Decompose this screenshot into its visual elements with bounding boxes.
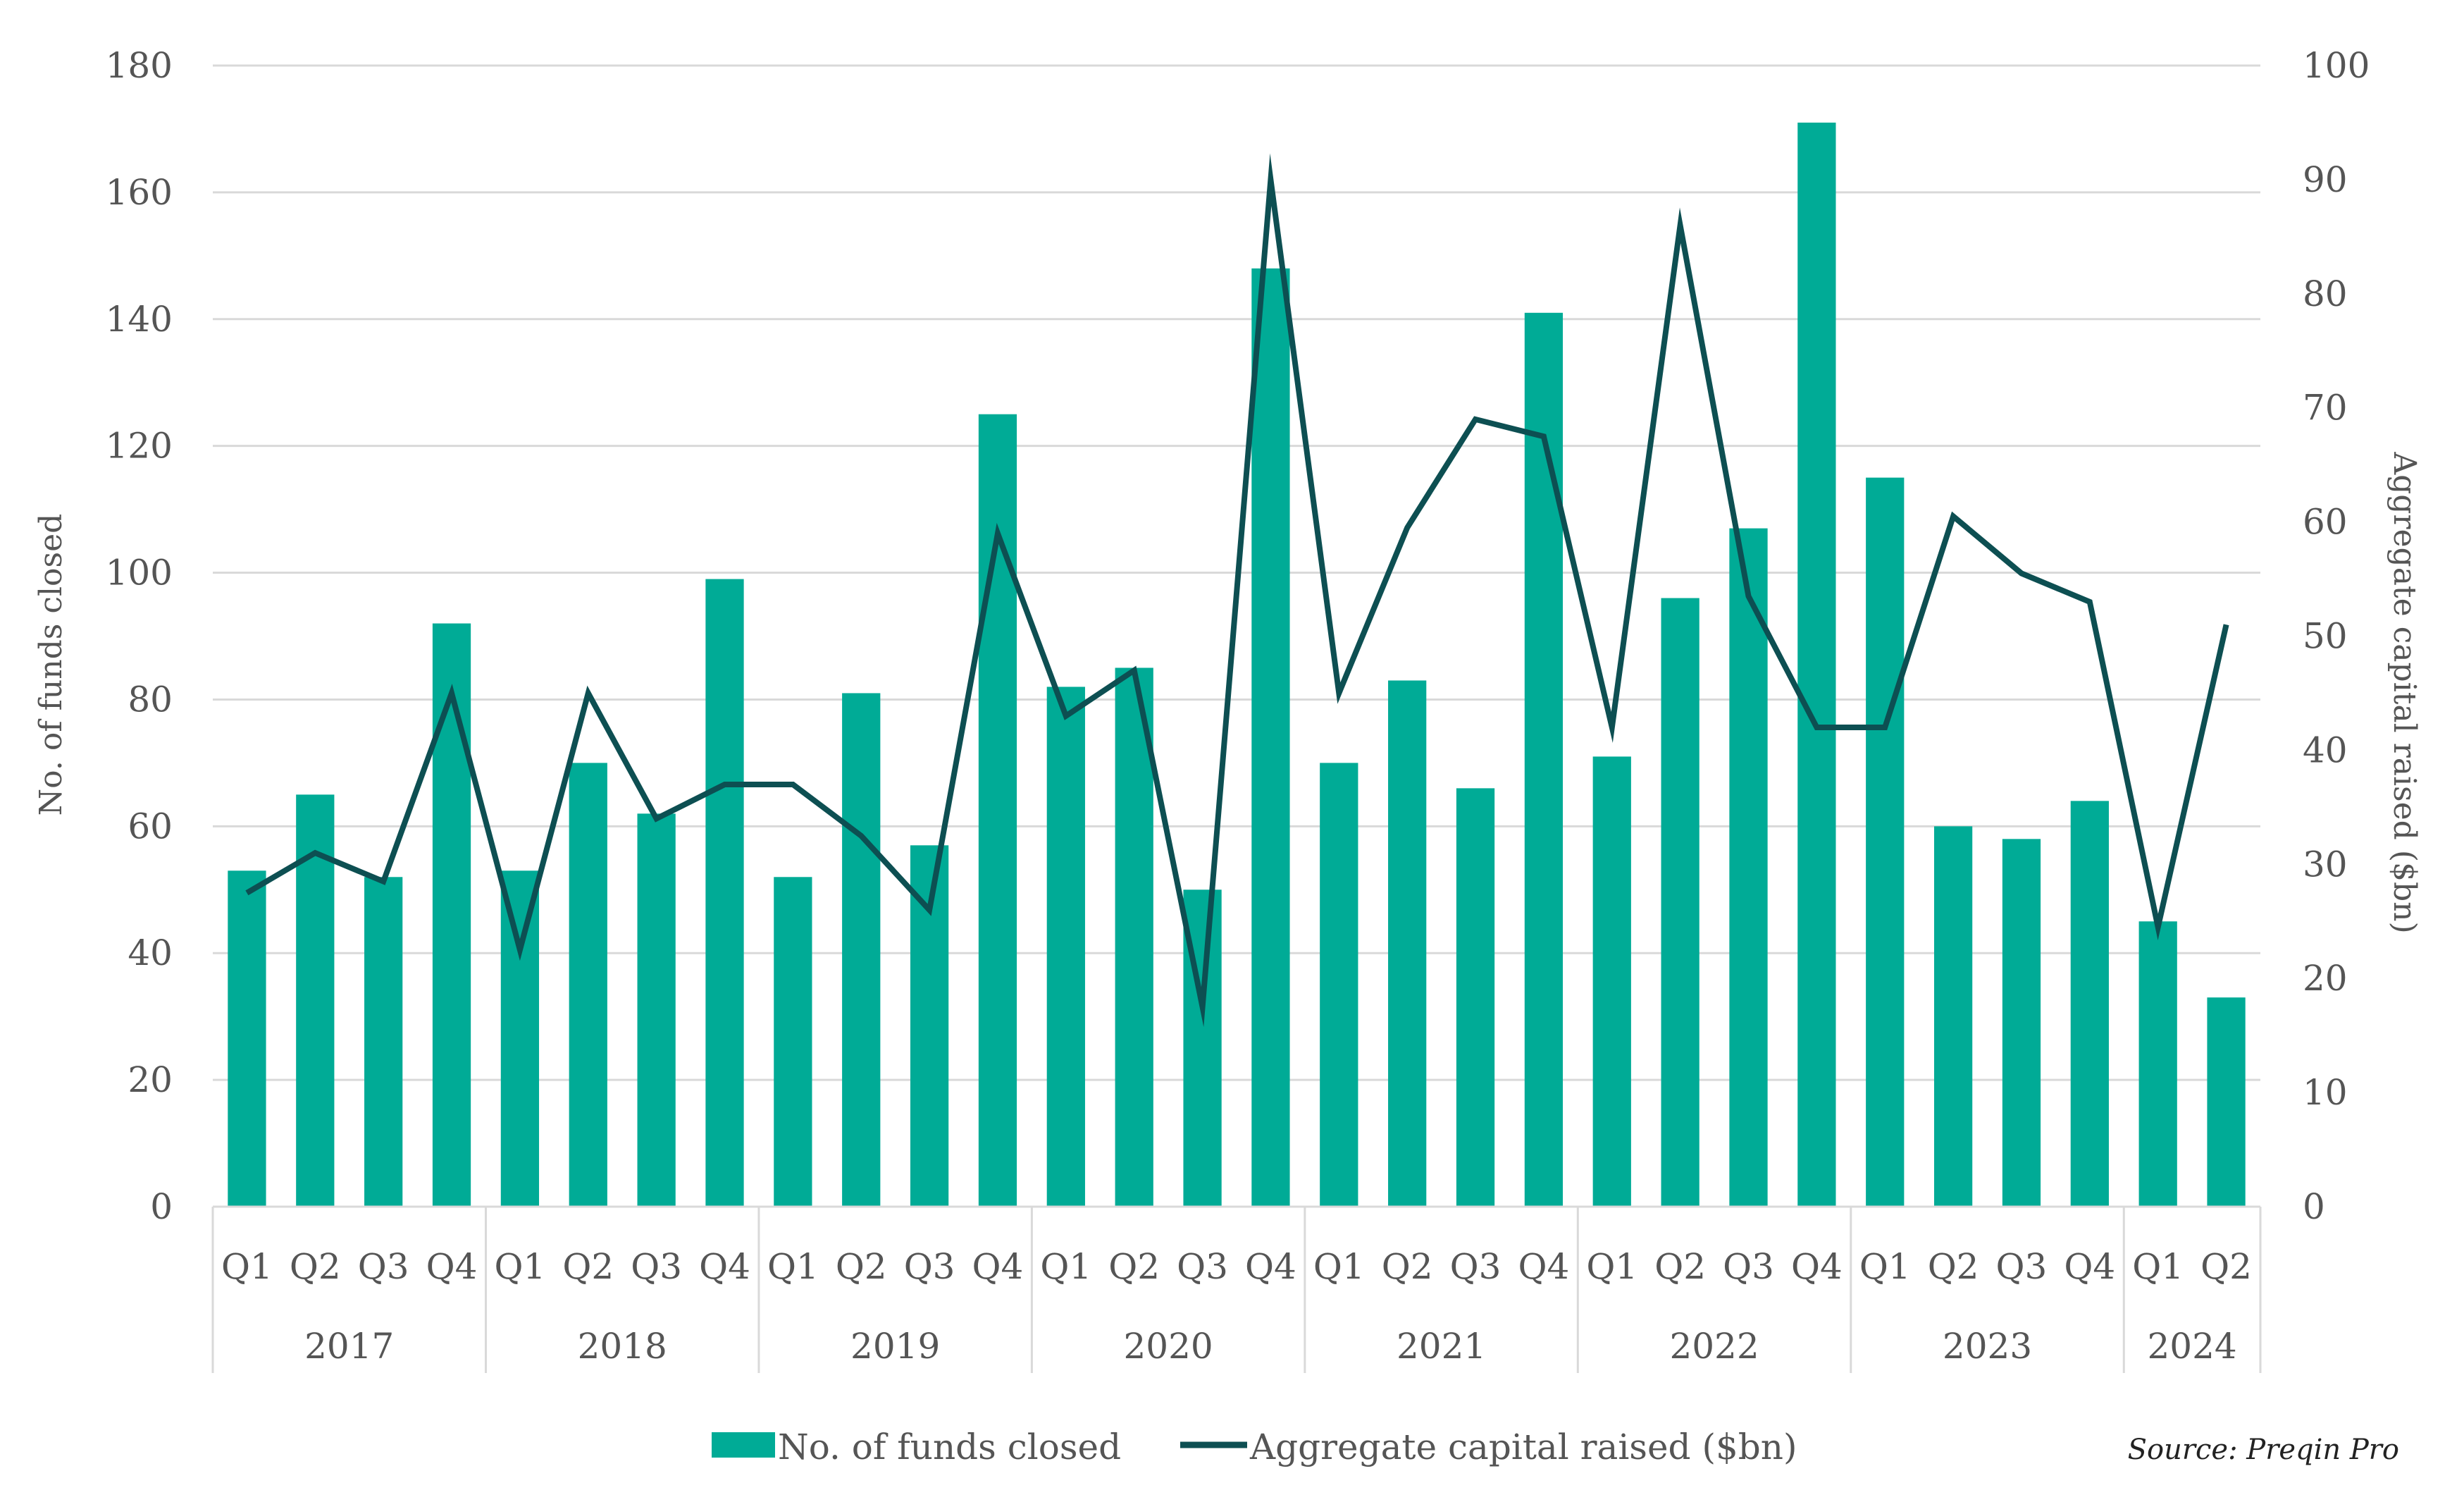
bar: [842, 693, 881, 1207]
bar: [1729, 528, 1768, 1207]
bar-series: [228, 122, 2246, 1207]
x-quarter-label: Q1: [1586, 1246, 1637, 1287]
bar: [1320, 763, 1358, 1207]
bar: [1251, 268, 1290, 1207]
x-quarter-label: Q2: [1654, 1246, 1706, 1287]
y-right-tick-label: 80: [2303, 273, 2348, 314]
x-quarter-label: Q1: [2132, 1246, 2184, 1287]
x-quarter-label: Q3: [1450, 1246, 1502, 1287]
x-quarter-label: Q1: [221, 1246, 273, 1287]
y-right-tick-label: 10: [2303, 1072, 2348, 1113]
bar: [2138, 921, 2177, 1207]
bar: [637, 813, 676, 1207]
x-quarter-label: Q3: [904, 1246, 955, 1287]
y-right-tick-label: 100: [2303, 45, 2370, 86]
y-right-tick-label: 60: [2303, 502, 2348, 543]
x-quarter-label: Q1: [1313, 1246, 1365, 1287]
y-right-tick-label: 20: [2303, 958, 2348, 999]
x-quarter-label: Q2: [562, 1246, 614, 1287]
y-right-tick-label: 90: [2303, 159, 2348, 200]
bar: [432, 623, 471, 1207]
legend-swatch-bars: [712, 1432, 775, 1458]
x-quarter-label: Q3: [358, 1246, 409, 1287]
x-quarter-label: Q1: [767, 1246, 819, 1287]
bar: [1456, 788, 1495, 1207]
capital-raised-line: [245, 153, 2229, 1028]
x-year-label: 2020: [1124, 1326, 1213, 1367]
y-left-tick-label: 140: [106, 299, 173, 340]
x-year-label: 2024: [2148, 1326, 2237, 1367]
bar: [1046, 687, 1085, 1207]
x-year-label: 2022: [1669, 1326, 1759, 1367]
y-left-axis-title: No. of funds closed: [33, 514, 69, 816]
x-year-label: 2019: [850, 1326, 940, 1367]
legend: No. of funds closed Aggregate capital ra…: [712, 1427, 1797, 1467]
x-quarter-label: Q2: [1108, 1246, 1160, 1287]
x-quarter-label: Q1: [1040, 1246, 1091, 1287]
bar: [1592, 756, 1631, 1207]
x-quarter-label: Q1: [1859, 1246, 1911, 1287]
bar: [364, 877, 403, 1207]
x-quarter-label: Q4: [426, 1246, 478, 1287]
y-left-tick-label: 0: [150, 1186, 173, 1227]
y-right-tick-label: 30: [2303, 844, 2348, 885]
bar: [1661, 598, 1700, 1207]
y-right-tick-label: 40: [2303, 730, 2348, 770]
y-left-tick-label: 160: [106, 172, 173, 213]
bar: [705, 579, 744, 1207]
x-year-label: 2021: [1397, 1326, 1486, 1367]
line-series: [245, 153, 2229, 1028]
bar: [1524, 312, 1564, 1207]
bar: [1115, 667, 1153, 1207]
legend-label-line: Aggregate capital raised ($bn): [1249, 1427, 1797, 1467]
x-quarter-label: Q2: [1382, 1246, 1433, 1287]
x-quarter-label: Q2: [2200, 1246, 2252, 1287]
x-quarter-label: Q3: [631, 1246, 682, 1287]
x-year-label: 2017: [304, 1326, 394, 1367]
bar: [1388, 680, 1427, 1207]
y-right-tick-label: 70: [2303, 388, 2348, 429]
bar: [228, 870, 266, 1207]
x-quarter-label: Q4: [1791, 1246, 1843, 1287]
bar: [1797, 122, 1836, 1207]
x-quarter-label: Q3: [1177, 1246, 1228, 1287]
y-left-tick-label: 120: [106, 426, 173, 467]
y-left-tick-label: 40: [128, 932, 173, 973]
bar: [2207, 997, 2246, 1207]
y-right-axis-title: Aggregate capital raised ($bn): [2386, 451, 2422, 933]
bar: [1933, 826, 1973, 1207]
bar: [2002, 839, 2041, 1207]
x-quarter-label: Q3: [1996, 1246, 2048, 1287]
y-right-tick-label: 50: [2303, 616, 2348, 657]
x-quarter-label: Q4: [699, 1246, 750, 1287]
y-left-tick-label: 180: [106, 45, 173, 86]
source-note: Source: Preqin Pro: [2128, 1434, 2399, 1466]
bar: [569, 763, 607, 1207]
x-quarter-label: Q4: [1518, 1246, 1569, 1287]
y-left-tick-label: 20: [128, 1059, 173, 1100]
x-year-label: 2018: [578, 1326, 667, 1367]
x-quarter-label: Q2: [290, 1246, 341, 1287]
y-left-tick-label: 100: [106, 553, 173, 593]
x-quarter-label: Q4: [1245, 1246, 1296, 1287]
x-quarter-label: Q2: [836, 1246, 887, 1287]
x-quarter-label: Q4: [2064, 1246, 2115, 1287]
x-quarter-label: Q2: [1928, 1246, 1979, 1287]
x-quarter-label: Q1: [494, 1246, 545, 1287]
x-quarter-label: Q3: [1723, 1246, 1774, 1287]
legend-label-bars: No. of funds closed: [778, 1427, 1121, 1467]
bar: [774, 877, 812, 1207]
bar: [500, 870, 540, 1207]
x-year-label: 2023: [1943, 1326, 2032, 1367]
y-right-tick-label: 0: [2303, 1186, 2325, 1227]
y-left-tick-label: 60: [128, 806, 173, 847]
y-left-tick-label: 80: [128, 679, 173, 720]
x-quarter-label: Q4: [972, 1246, 1024, 1287]
axes: 0 20 40 60 80 100 120 140 160 180 0 10 20 30 40 50 60 70 8…: [106, 45, 2370, 1373]
bar: [1866, 477, 1905, 1207]
bar: [2070, 801, 2109, 1207]
